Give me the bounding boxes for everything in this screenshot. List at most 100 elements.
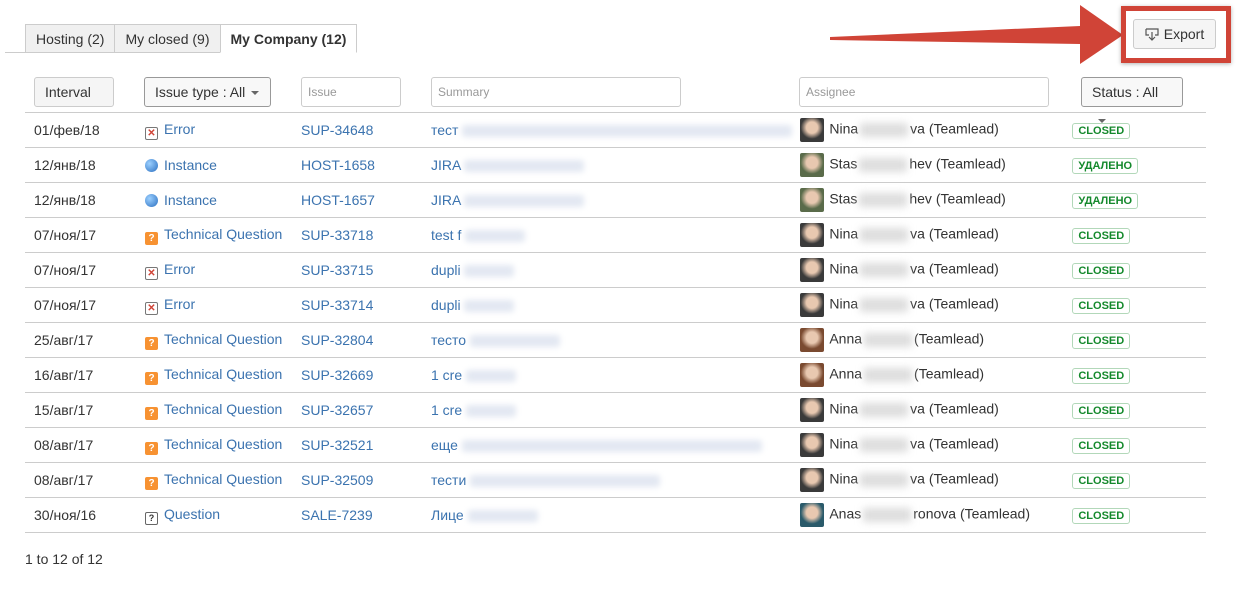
issue-key-link[interactable]: SUP-32657 (301, 402, 374, 418)
status-badge: CLOSED (1072, 123, 1131, 139)
redacted-summary (466, 405, 517, 418)
assignee-name: Nina (829, 225, 859, 242)
issue-type-link[interactable]: Technical Question (164, 225, 283, 242)
question-icon: ? (145, 511, 158, 525)
issue-type-link[interactable]: Technical Question (164, 330, 283, 347)
export-button[interactable]: Export (1133, 19, 1216, 49)
table-row: 07/ноя/17 ✕ Error SUP-33714 dupli Nina va … (25, 287, 1206, 323)
summary-link[interactable]: тест (431, 122, 459, 138)
issue-type-filter[interactable]: Issue type : All (144, 77, 271, 107)
summary-link[interactable]: 1 cre (431, 402, 463, 418)
table-row: 15/авг/17 ? Technical Question SUP-32657 … (25, 392, 1206, 428)
avatar (800, 468, 825, 492)
issue-type-link[interactable]: Technical Question (164, 400, 283, 417)
issue-key-link[interactable]: SUP-32804 (301, 332, 374, 348)
assignee-filter-input[interactable] (799, 77, 1049, 107)
issue-key-link[interactable]: HOST-1657 (301, 192, 375, 208)
summary-link[interactable]: dupli (431, 262, 461, 278)
issue-key-link[interactable]: SUP-33714 (301, 297, 374, 313)
tab-my-company[interactable]: My Company (12) (219, 24, 358, 53)
status-badge: CLOSED (1072, 333, 1131, 349)
summary-link[interactable]: JIRA (431, 192, 461, 208)
caret-down-icon (251, 91, 260, 96)
redacted-surname (860, 438, 909, 452)
table-row: 25/авг/17 ? Technical Question SUP-32804 … (25, 322, 1206, 358)
summary-link[interactable]: dupli (431, 297, 461, 313)
issue-type-link[interactable]: Technical Question (164, 365, 283, 382)
assignee-suffix: hev (Teamlead) (909, 190, 1006, 207)
tab-my-closed[interactable]: My closed (9) (114, 24, 221, 53)
date-cell: 12/янв/18 (25, 147, 145, 183)
summary-link[interactable]: JIRA (431, 157, 461, 173)
summary-link[interactable]: тести (431, 472, 467, 488)
tab-hosting[interactable]: Hosting (2) (25, 24, 116, 53)
assignee-name: Nina (829, 260, 859, 277)
instance-globe-icon (145, 194, 158, 207)
issue-type-link[interactable]: Error (164, 295, 196, 312)
redacted-summary (461, 440, 762, 453)
redacted-surname (860, 123, 909, 137)
assignee-suffix: va (Teamlead) (910, 435, 999, 452)
status-badge: CLOSED (1072, 403, 1131, 419)
assignee-suffix: (Teamlead) (914, 365, 985, 382)
date-cell: 25/авг/17 (25, 322, 145, 358)
issue-type-link[interactable]: Question (164, 505, 221, 522)
issue-key-link[interactable]: SUP-33715 (301, 262, 374, 278)
issue-key-link[interactable]: SUP-32509 (301, 472, 374, 488)
avatar (800, 503, 825, 527)
issue-type-link[interactable]: Error (164, 260, 196, 277)
error-icon: ✕ (145, 126, 158, 140)
technical-question-icon: ? (145, 231, 158, 245)
issue-type-link[interactable]: Error (164, 120, 196, 137)
date-cell: 15/авг/17 (25, 392, 145, 428)
technical-question-icon: ? (145, 406, 158, 420)
table-row: 07/ноя/17 ✕ Error SUP-33715 dupli Nina va … (25, 252, 1206, 288)
date-cell: 07/ноя/17 (25, 287, 145, 323)
table-row: 07/ноя/17 ? Technical Question SUP-33718 … (25, 217, 1206, 253)
summary-link[interactable]: тесто (431, 332, 467, 348)
issue-key-link[interactable]: SUP-32521 (301, 437, 374, 453)
issue-type-link[interactable]: Technical Question (164, 435, 283, 452)
issue-type-link[interactable]: Instance (164, 157, 217, 173)
redacted-summary (467, 510, 538, 523)
error-icon: ✕ (145, 301, 158, 315)
avatar (800, 433, 825, 457)
avatar (800, 293, 825, 317)
annotation-highlight-box (1121, 6, 1231, 63)
issue-key-link[interactable]: SUP-34648 (301, 122, 374, 138)
summary-filter-input[interactable] (431, 77, 681, 107)
assignee-name: Anas (829, 505, 862, 522)
avatar (800, 223, 825, 247)
instance-globe-icon (145, 159, 158, 172)
error-icon: ✕ (145, 266, 158, 280)
date-cell: 30/ноя/16 (25, 497, 145, 533)
summary-link[interactable]: Лице (431, 507, 464, 523)
status-filter[interactable]: Status : All (1081, 77, 1183, 124)
tab-bar: Hosting (2) My closed (9) My Company (12… (25, 24, 358, 53)
status-badge: CLOSED (1072, 473, 1131, 489)
assignee-name: Nina (829, 400, 859, 417)
date-cell: 01/фев/18 (25, 112, 145, 148)
redacted-summary (462, 125, 793, 138)
interval-filter-button[interactable]: Interval (34, 77, 114, 107)
table-row: 08/авг/17 ? Technical Question SUP-32509 … (25, 462, 1206, 498)
issue-type-link[interactable]: Instance (164, 192, 217, 208)
table-row: 16/авг/17 ? Technical Question SUP-32669 … (25, 357, 1206, 393)
summary-link[interactable]: 1 cre (431, 367, 463, 383)
issue-key-link[interactable]: SUP-32669 (301, 367, 374, 383)
issue-type-link[interactable]: Technical Question (164, 470, 283, 487)
issue-key-link[interactable]: HOST-1658 (301, 157, 375, 173)
assignee-suffix: (Teamlead) (914, 330, 985, 347)
assignee-suffix: va (Teamlead) (910, 120, 999, 137)
status-badge: УДАЛЕНО (1072, 193, 1139, 209)
summary-link[interactable]: еще (431, 437, 458, 453)
issue-filter-input[interactable] (301, 77, 401, 107)
summary-link[interactable]: test f (431, 227, 462, 243)
status-badge: CLOSED (1072, 368, 1131, 384)
status-badge: CLOSED (1072, 263, 1131, 279)
issue-key-link[interactable]: SUP-33718 (301, 227, 374, 243)
date-cell: 12/янв/18 (25, 182, 145, 218)
issue-key-link[interactable]: SALE-7239 (301, 507, 373, 523)
assignee-name: Nina (829, 295, 859, 312)
redacted-summary (464, 195, 585, 208)
